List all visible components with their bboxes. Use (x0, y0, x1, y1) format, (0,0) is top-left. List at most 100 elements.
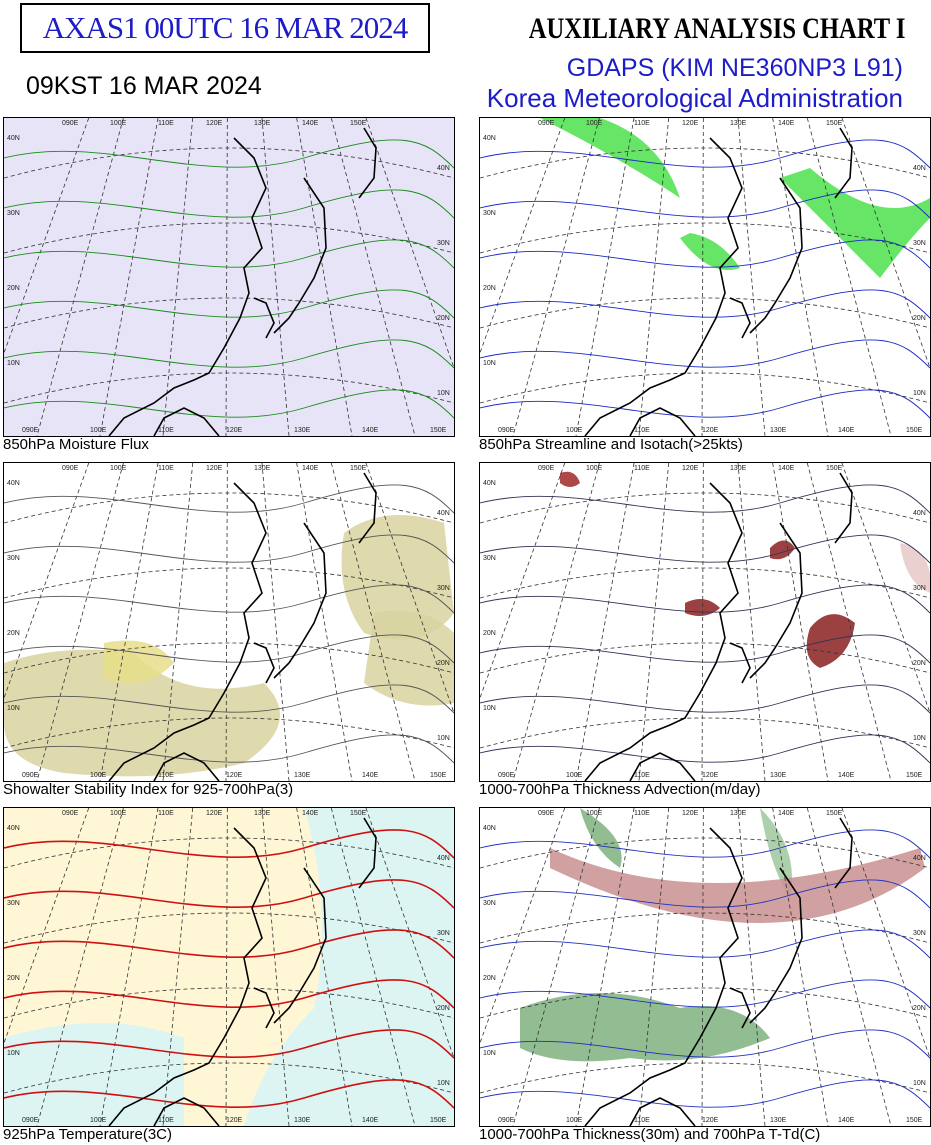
lon-label: 110E (158, 810, 174, 817)
lon-label: 150E (826, 465, 843, 472)
latitude-line (3, 717, 455, 749)
lon-label: 090E (498, 772, 515, 779)
lat-label: 20N (483, 630, 496, 637)
longitude-line (99, 807, 159, 1127)
lon-label: 140E (302, 465, 319, 472)
longitude-line (0, 117, 90, 366)
contour (479, 389, 931, 419)
lat-label: 20N (483, 285, 496, 292)
longitude-line (330, 462, 416, 782)
coastline (108, 127, 377, 437)
latitude-line (3, 987, 455, 1019)
lon-label: 090E (538, 465, 555, 472)
longitude-line (99, 117, 159, 437)
lon-label: 140E (362, 1117, 379, 1124)
lat-label: 10N (483, 360, 496, 367)
longitude-line (575, 117, 635, 437)
shaded-area (520, 993, 770, 1062)
map: 40N 40N 30N 30N 20N 20N 10N 10N 090E 090E 100E 100E… (449, 807, 931, 1127)
lat-label: 20N (7, 630, 20, 637)
shaded-area (364, 610, 454, 706)
lon-label: 100E (566, 1117, 583, 1124)
lat-label: 10N (913, 390, 926, 397)
map-panel: 40N 40N 30N 30N 20N 20N 10N 10N 090E 090E 100E 100E… (0, 117, 479, 437)
lon-label: 090E (498, 1117, 515, 1124)
lat-label: 10N (483, 705, 496, 712)
lat-label: 40N (913, 510, 926, 517)
lon-label: 120E (226, 427, 243, 434)
lat-label: 10N (7, 360, 20, 367)
longitude-line (0, 807, 90, 1056)
lat-label: 20N (483, 975, 496, 982)
lon-label: 110E (158, 427, 174, 434)
map: 40N 40N 30N 30N 20N 20N 10N 10N 090E 090E 100E 100E… (449, 117, 931, 437)
contour (3, 189, 455, 219)
latitude-line (3, 372, 455, 404)
longitude-line (638, 807, 670, 1127)
map-panel: 40N 40N 30N 30N 20N 20N 10N 10N 090E 090E 100E 100E… (0, 807, 479, 1127)
longitude-line (296, 807, 353, 1127)
lat-label: 10N (483, 1050, 496, 1057)
longitude-line (0, 462, 90, 711)
lon-label: 130E (770, 1117, 787, 1124)
lon-label: 120E (206, 120, 223, 127)
contour (479, 339, 931, 369)
lon-label: 130E (254, 810, 271, 817)
lat-label: 20N (7, 285, 20, 292)
lon-label: 090E (498, 427, 515, 434)
contour (479, 239, 931, 269)
longitude-line (638, 117, 670, 437)
lat-label: 30N (913, 930, 926, 937)
lon-label: 120E (682, 465, 699, 472)
agency: Korea Meteorological Administration (486, 83, 903, 113)
longitude-line (841, 807, 931, 1062)
lat-label: 20N (913, 315, 926, 322)
lat-label: 40N (913, 855, 926, 862)
lon-label: 140E (838, 772, 855, 779)
lon-label: 130E (294, 1117, 311, 1124)
lat-label: 20N (7, 975, 20, 982)
contour (3, 829, 455, 859)
longitude-line (806, 117, 892, 437)
chart-code: AXAS1 00UTC 16 MAR 2024 (20, 3, 430, 53)
lon-label: 100E (90, 427, 107, 434)
lon-label: 150E (906, 1117, 923, 1124)
lon-label: 110E (634, 465, 650, 472)
longitude-line (575, 807, 635, 1127)
latitude-line (3, 492, 455, 524)
lon-label: 150E (826, 810, 843, 817)
contour (479, 929, 931, 959)
longitude-line (701, 462, 704, 782)
longitude-line (512, 462, 600, 782)
shaded-area (900, 543, 930, 593)
lat-label: 10N (437, 1080, 450, 1087)
contour (3, 1029, 455, 1059)
longitude-line (330, 807, 416, 1127)
model-name: GDAPS (KIM NE360NP3 L91) (566, 54, 903, 82)
lat-label: 30N (7, 210, 20, 217)
shaded-area (580, 808, 622, 868)
contour (479, 684, 931, 714)
lon-label: 140E (778, 810, 795, 817)
lon-label: 100E (90, 1117, 107, 1124)
contour (3, 634, 455, 664)
contour (3, 484, 455, 514)
lon-label: 150E (430, 772, 447, 779)
longitude-line (512, 117, 600, 437)
latitude-line (3, 1062, 455, 1094)
map-panel: 40N 40N 30N 30N 20N 20N 10N 10N 090E 090E 100E 100E… (449, 807, 931, 1127)
lon-label: 150E (430, 1117, 447, 1124)
longitude-line (575, 462, 635, 782)
map-panel: 40N 40N 30N 30N 20N 20N 10N 10N 090E 090E 100E 100E… (449, 117, 931, 437)
shaded-area (550, 848, 925, 923)
lon-label: 100E (110, 120, 127, 127)
lon-label: 150E (430, 427, 447, 434)
map-panel: 40N 40N 30N 30N 20N 20N 10N 10N 090E 090E 100E 100E… (0, 462, 479, 782)
longitude-line (162, 462, 194, 782)
longitude-line (806, 462, 892, 782)
coastline (584, 127, 853, 437)
lon-label: 150E (826, 120, 843, 127)
longitude-line (36, 807, 124, 1127)
contour (479, 139, 931, 169)
